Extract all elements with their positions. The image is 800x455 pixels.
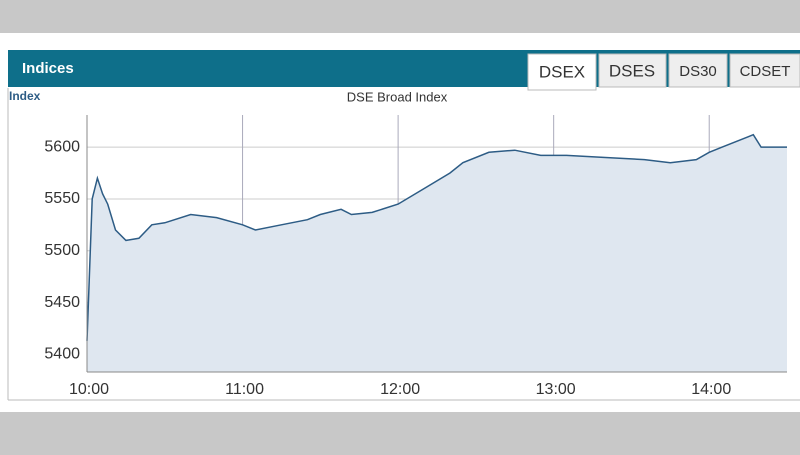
tab[interactable]: CDSET [740,63,791,80]
tab-bg[interactable] [668,53,728,88]
x-tick-label: 11:00 [225,381,264,398]
line [86,133,787,341]
x-tick-label: 13:00 [536,381,576,398]
tab[interactable]: DS30 [679,63,717,80]
plot: 5400 5450 5500 5550 5600 10:00 11:00 12:00 13:00… [44,115,787,398]
x-tick-label: 14:00 [691,381,731,398]
y-tick-label: 5500 [44,242,80,259]
tab[interactable]: DSEX [539,62,585,81]
y-tick-label: 5450 [44,294,80,311]
tab[interactable]: DSES [609,61,655,80]
tab-bg[interactable] [598,53,667,88]
x-tick-label: 12:00 [380,381,420,398]
chart-title: DSE Broad Index [347,89,448,104]
area-fill [87,134,787,372]
tab-active[interactable] [527,53,597,91]
y-axis-title: Index [9,89,41,103]
y-tick-label: 5400 [44,346,80,363]
x-tick-label: 10:00 [69,381,109,398]
y-tick-label: 5550 [44,190,80,207]
header-title: Indices [22,60,74,77]
header-bar [8,50,800,87]
tab-bg[interactable] [729,53,800,88]
y-tick-label: 5600 [44,138,80,155]
